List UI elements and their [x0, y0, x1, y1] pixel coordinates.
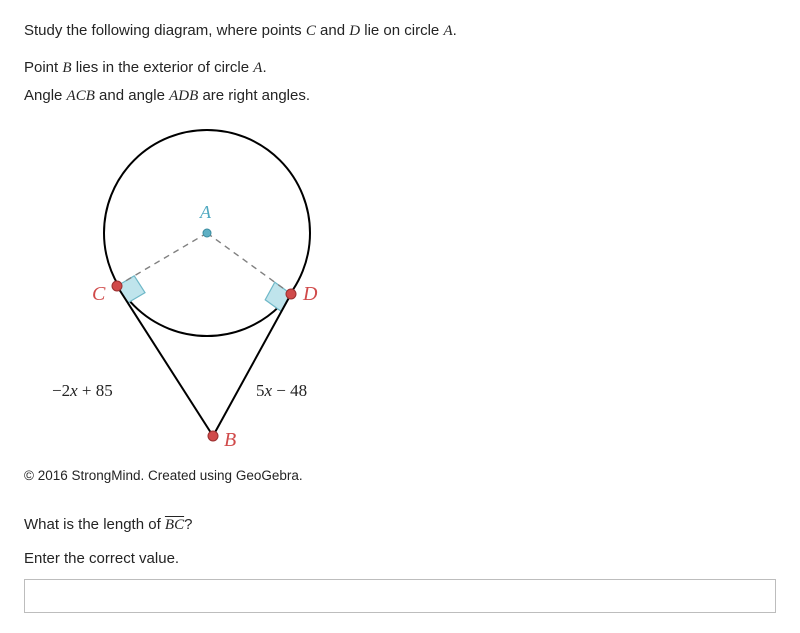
copyright-notice: © 2016 StrongMind. Created using GeoGebr… [24, 466, 776, 486]
var-ACB: ACB [67, 88, 95, 104]
diagram-container: A C D B −2x + 85 5x − 48 [52, 126, 776, 460]
intro-period: . [453, 22, 457, 39]
intro-text-2: and [316, 22, 349, 39]
l2-period: . [262, 59, 266, 76]
geometry-diagram: A C D B −2x + 85 5x − 48 [52, 126, 352, 456]
instruction-line: Enter the correct value. [24, 548, 776, 571]
svg-text:D: D [302, 283, 318, 305]
var-C: C [306, 23, 316, 39]
segment-BC: BC [165, 517, 184, 533]
intro-text-3: lie on circle [360, 22, 443, 39]
l3-text-3: are right angles. [198, 87, 310, 104]
q-text-1: What is the length of [24, 516, 165, 533]
svg-text:C: C [92, 283, 106, 305]
l3-text-1: Angle [24, 87, 67, 104]
intro-line: Study the following diagram, where point… [24, 20, 776, 43]
svg-text:5x − 48: 5x − 48 [256, 381, 307, 400]
line-3: Angle ACB and angle ADB are right angles… [24, 85, 776, 108]
svg-text:−2x + 85: −2x + 85 [52, 381, 113, 400]
var-D: D [349, 23, 360, 39]
question-line: What is the length of BC? [24, 514, 776, 537]
var-ADB: ADB [169, 88, 198, 104]
l2-text-2: lies in the exterior of circle [72, 59, 254, 76]
l3-text-2: and angle [95, 87, 169, 104]
intro-text-1: Study the following diagram, where point… [24, 22, 306, 39]
svg-text:A: A [199, 202, 212, 222]
svg-text:B: B [224, 429, 236, 451]
line-2: Point B lies in the exterior of circle A… [24, 57, 776, 80]
var-A1: A [443, 23, 452, 39]
answer-input[interactable] [24, 579, 776, 613]
q-text-2: ? [184, 516, 192, 533]
l2-text-1: Point [24, 59, 62, 76]
var-B1: B [62, 60, 71, 76]
